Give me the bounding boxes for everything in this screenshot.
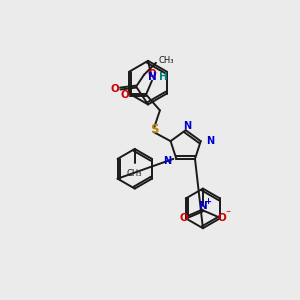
Text: O: O [147,69,156,79]
Text: ⁻: ⁻ [225,209,230,219]
Text: N: N [163,156,171,166]
Text: S: S [150,123,158,136]
Text: H: H [159,72,168,82]
Text: CH₃: CH₃ [159,56,174,65]
Text: O: O [121,89,130,100]
Text: O: O [180,213,188,223]
Text: N: N [199,201,207,212]
Text: +: + [204,197,211,206]
Text: N: N [148,72,156,82]
Text: N: N [184,121,192,131]
Text: CH₃: CH₃ [127,169,142,178]
Text: O: O [111,84,120,94]
Text: O: O [218,213,226,223]
Text: N: N [206,136,214,146]
